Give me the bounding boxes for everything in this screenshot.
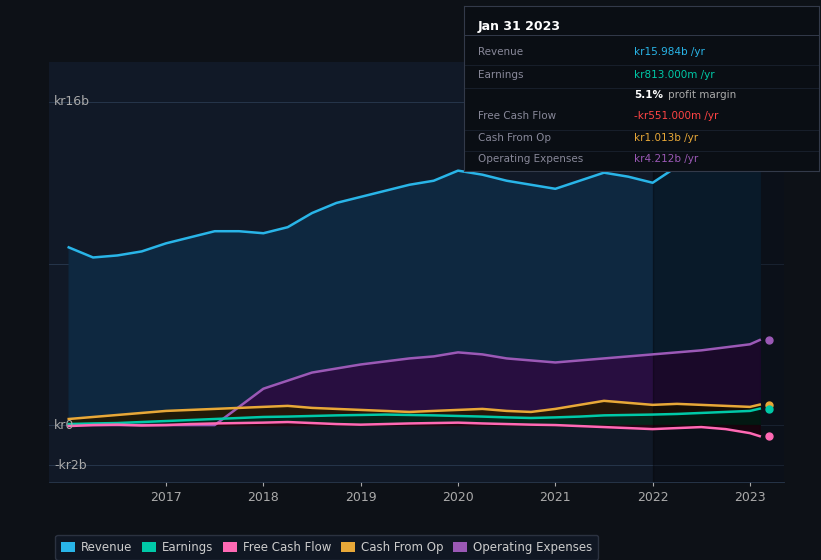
Text: -kr551.000m /yr: -kr551.000m /yr xyxy=(634,111,718,122)
Text: kr1.013b /yr: kr1.013b /yr xyxy=(634,133,698,143)
Text: Operating Expenses: Operating Expenses xyxy=(478,154,583,164)
Text: Free Cash Flow: Free Cash Flow xyxy=(478,111,556,122)
Text: Jan 31 2023: Jan 31 2023 xyxy=(478,21,561,34)
Text: kr16b: kr16b xyxy=(54,96,90,109)
Bar xyxy=(653,62,814,482)
Text: kr813.000m /yr: kr813.000m /yr xyxy=(634,70,715,80)
Text: profit margin: profit margin xyxy=(667,90,736,100)
Text: Cash From Op: Cash From Op xyxy=(478,133,551,143)
Text: Revenue: Revenue xyxy=(478,47,523,57)
Text: kr4.212b /yr: kr4.212b /yr xyxy=(634,154,699,164)
Legend: Revenue, Earnings, Free Cash Flow, Cash From Op, Operating Expenses: Revenue, Earnings, Free Cash Flow, Cash … xyxy=(55,535,598,559)
Text: Earnings: Earnings xyxy=(478,70,524,80)
Text: kr0: kr0 xyxy=(54,418,75,432)
Text: -kr2b: -kr2b xyxy=(54,459,87,472)
Text: 5.1%: 5.1% xyxy=(634,90,663,100)
Text: kr15.984b /yr: kr15.984b /yr xyxy=(634,47,705,57)
